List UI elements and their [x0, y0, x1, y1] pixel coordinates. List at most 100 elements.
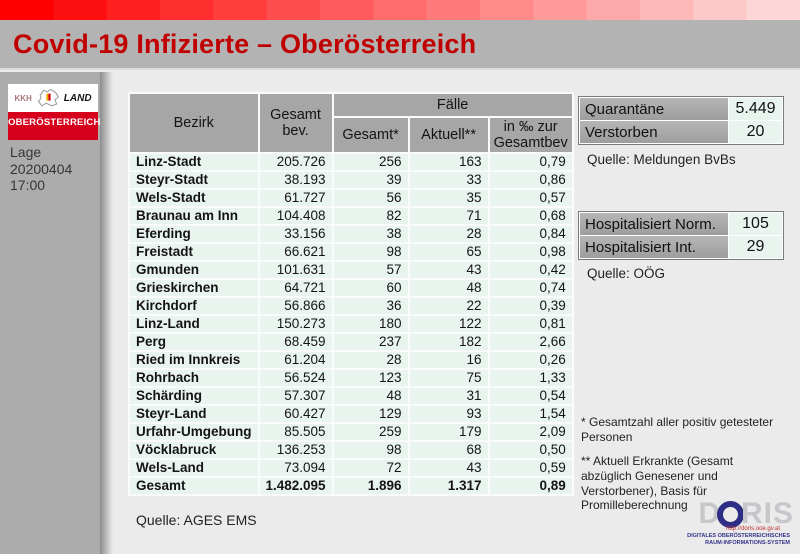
- cell-bev: 33.156: [259, 226, 332, 242]
- cell-aktuell: 182: [409, 334, 488, 350]
- sidebar: KKH LAND OBERÖSTERREICH Lage 20200404 17…: [0, 72, 100, 554]
- footnote-aktuell: ** Aktuell Erkrankte (Gesamt abzüglich G…: [581, 454, 734, 513]
- doris-letters-ris: RIS: [740, 497, 794, 531]
- cell-promille: 0,50: [489, 442, 572, 458]
- col-header-faelle: Fälle: [333, 94, 572, 116]
- cell-aktuell: 31: [409, 388, 488, 404]
- cell-promille: 0,57: [489, 190, 572, 206]
- quarantine-source: Quelle: Meldungen BvBs: [587, 152, 736, 167]
- table-row: Kirchdorf 56.866 36 22 0,39: [130, 298, 572, 314]
- total-aktuell: 1.317: [409, 478, 488, 494]
- cell-bev: 56.524: [259, 370, 332, 386]
- cell-promille: 1,33: [489, 370, 572, 386]
- cell-bev: 101.631: [259, 262, 332, 278]
- hospital-panel: Hospitalisiert Norm. 105 Hospitalisiert …: [578, 211, 784, 260]
- logo-region-text: OBERÖSTERREICH: [8, 117, 101, 128]
- bezirk-table-body: Linz-Stadt 205.726 256 163 0,79 Steyr-Stadt 38…: [130, 154, 572, 476]
- cell-bev: 66.621: [259, 244, 332, 260]
- cell-bezirk: Urfahr-Umgebung: [130, 424, 258, 440]
- total-row: Gesamt 1.482.095 1.896 1.317 0,89: [130, 478, 572, 494]
- cell-bezirk: Kirchdorf: [130, 298, 258, 314]
- page-title: Covid-19 Infizierte – Oberösterreich: [13, 29, 477, 59]
- total-bezirk: Gesamt: [130, 478, 258, 494]
- cell-aktuell: 65: [409, 244, 488, 260]
- doris-subtitle: DIGITALES OBERÖSTERREICHISCHES RAUM-INFO…: [644, 533, 790, 547]
- cell-bev: 73.094: [259, 460, 332, 476]
- cell-gesamt: 256: [333, 154, 408, 170]
- cell-aktuell: 16: [409, 352, 488, 368]
- cell-promille: 1,54: [489, 406, 572, 422]
- cell-gesamt: 259: [333, 424, 408, 440]
- table-row: Freistadt 66.621 98 65 0,98: [130, 244, 572, 260]
- cell-promille: 0,42: [489, 262, 572, 278]
- cell-bev: 205.726: [259, 154, 332, 170]
- panel-row: Quarantäne 5.449: [580, 98, 782, 120]
- cell-bev: 104.408: [259, 208, 332, 224]
- cell-gesamt: 56: [333, 190, 408, 206]
- cell-gesamt: 60: [333, 280, 408, 296]
- col-header-aktuell: Aktuell**: [409, 118, 488, 152]
- cell-bezirk: Rohrbach: [130, 370, 258, 386]
- cell-aktuell: 68: [409, 442, 488, 458]
- cell-bezirk: Steyr-Stadt: [130, 172, 258, 188]
- panel-row: Hospitalisiert Norm. 105: [580, 213, 782, 235]
- title-band: Covid-19 Infizierte – Oberösterreich: [0, 20, 800, 70]
- total-gesamt: 1.896: [333, 478, 408, 494]
- cell-bev: 38.193: [259, 172, 332, 188]
- cell-bev: 60.427: [259, 406, 332, 422]
- table-row: Vöcklabruck 136.253 98 68 0,50: [130, 442, 572, 458]
- cell-bev: 85.505: [259, 424, 332, 440]
- cell-aktuell: 43: [409, 262, 488, 278]
- cell-aktuell: 35: [409, 190, 488, 206]
- cell-aktuell: 43: [409, 460, 488, 476]
- table-row: Eferding 33.156 38 28 0,84: [130, 226, 572, 242]
- cell-aktuell: 75: [409, 370, 488, 386]
- cell-bezirk: Ried im Innkreis: [130, 352, 258, 368]
- cell-promille: 0,39: [489, 298, 572, 314]
- cell-bev: 150.273: [259, 316, 332, 332]
- bezirk-table-container: Bezirk Gesamt bev. Fälle Gesamt* Aktuell…: [128, 92, 574, 496]
- cell-bev: 61.204: [259, 352, 332, 368]
- hospital-icu-value: 29: [729, 236, 782, 258]
- cell-gesamt: 98: [333, 244, 408, 260]
- land-oberoesterreich-logo: KKH LAND OBERÖSTERREICH: [8, 84, 101, 140]
- logo-land-text: LAND: [63, 92, 92, 104]
- doris-logo: D RIS http://doris.ooe.gv.at DIGITALES O…: [644, 499, 794, 547]
- deceased-label: Verstorben: [580, 121, 728, 143]
- cell-bev: 68.459: [259, 334, 332, 350]
- col-header-gesamtbev: Gesamt bev.: [259, 94, 332, 152]
- cell-gesamt: 72: [333, 460, 408, 476]
- table-row: Grieskirchen 64.721 60 48 0,74: [130, 280, 572, 296]
- hospital-panel-table: Hospitalisiert Norm. 105 Hospitalisiert …: [578, 211, 784, 260]
- quarantine-panel-table: Quarantäne 5.449 Verstorben 20: [578, 96, 784, 145]
- cell-bezirk: Wels-Land: [130, 460, 258, 476]
- quarantine-label: Quarantäne: [580, 98, 728, 120]
- table-row: Steyr-Land 60.427 129 93 1,54: [130, 406, 572, 422]
- bezirk-table: Bezirk Gesamt bev. Fälle Gesamt* Aktuell…: [128, 92, 574, 496]
- col-header-gesamt: Gesamt*: [333, 118, 408, 152]
- cell-bezirk: Braunau am Inn: [130, 208, 258, 224]
- cell-promille: 0,59: [489, 460, 572, 476]
- cell-promille: 0,79: [489, 154, 572, 170]
- hospital-source: Quelle: OÖG: [587, 266, 666, 281]
- cell-gesamt: 28: [333, 352, 408, 368]
- cell-aktuell: 28: [409, 226, 488, 242]
- cell-gesamt: 237: [333, 334, 408, 350]
- cell-bezirk: Freistadt: [130, 244, 258, 260]
- cell-promille: 0,54: [489, 388, 572, 404]
- table-row: Wels-Stadt 61.727 56 35 0,57: [130, 190, 572, 206]
- doris-o-ring-icon: [716, 500, 744, 528]
- total-promille: 0,89: [489, 478, 572, 494]
- cell-gesamt: 38: [333, 226, 408, 242]
- cell-aktuell: 33: [409, 172, 488, 188]
- cell-aktuell: 179: [409, 424, 488, 440]
- hospital-icu-label: Hospitalisiert Int.: [580, 236, 728, 258]
- cell-aktuell: 71: [409, 208, 488, 224]
- table-row: Linz-Land 150.273 180 122 0,81: [130, 316, 572, 332]
- hospital-normal-value: 105: [729, 213, 782, 235]
- cell-aktuell: 48: [409, 280, 488, 296]
- table-row: Gmunden 101.631 57 43 0,42: [130, 262, 572, 278]
- cell-bezirk: Eferding: [130, 226, 258, 242]
- top-gradient-bar: [0, 0, 800, 20]
